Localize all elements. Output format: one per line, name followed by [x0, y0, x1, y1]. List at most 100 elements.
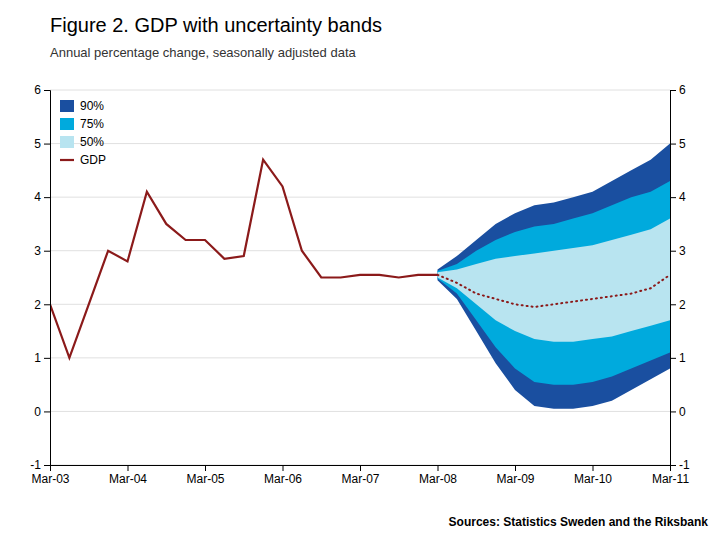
y-tick: 0	[34, 405, 50, 419]
y-tick-label: 3	[34, 244, 41, 258]
y2-tick: 5	[670, 137, 686, 151]
y2-tick-label: 4	[679, 190, 686, 204]
y-tick-label: 1	[34, 351, 41, 365]
legend-label: 90%	[80, 99, 104, 113]
x-tick-label: Mar-05	[186, 472, 224, 486]
y-tick: 5	[34, 137, 50, 151]
y-tick-label: 5	[34, 137, 41, 151]
legend-swatch	[60, 100, 74, 112]
legend-swatch	[60, 118, 74, 130]
legend-label: 75%	[80, 117, 104, 131]
y2-tick-line	[670, 411, 676, 412]
y-tick: -1	[30, 458, 50, 472]
x-tick: Mar-08	[419, 465, 457, 486]
y-tick: 2	[34, 298, 50, 312]
title: Figure 2. GDP with uncertainty bands	[50, 14, 382, 36]
y-tick-line	[44, 358, 50, 359]
y2-tick-line	[670, 251, 676, 252]
legend-swatch	[60, 159, 74, 161]
y2-tick-label: 0	[679, 405, 686, 419]
y-tick-line	[44, 144, 50, 145]
x-tick-label: Mar-04	[109, 472, 147, 486]
grid-line	[50, 143, 670, 144]
x-tick: Mar-04	[109, 465, 147, 486]
forecast-line	[438, 275, 671, 307]
data-marks	[50, 144, 670, 409]
band-area	[438, 144, 671, 409]
legend-label: GDP	[80, 153, 106, 167]
x-tick-label: Mar-09	[496, 472, 534, 486]
x-tick-label: Mar-07	[341, 472, 379, 486]
band-area	[438, 181, 671, 385]
y2-tick-line	[670, 197, 676, 198]
y-tick-line	[44, 251, 50, 252]
legend-item: 50%	[60, 135, 104, 149]
y2-tick-label: 1	[679, 351, 686, 365]
y-tick-label: 4	[34, 190, 41, 204]
y2-tick-line	[670, 90, 676, 91]
x-tick-line	[360, 465, 361, 471]
legend-item: 90%	[60, 99, 104, 113]
y2-axis: -1 0 1 2 3 4 5 6	[670, 83, 690, 472]
y2-tick: 0	[670, 405, 686, 419]
x-tick-label: Mar-11	[652, 472, 689, 486]
grid-line	[50, 411, 670, 412]
grid-line	[50, 90, 670, 91]
y-tick-label: 6	[34, 83, 41, 97]
plot-area: Mar-03Mar-04Mar-05Mar-06Mar-07Mar-08Mar-…	[30, 83, 690, 485]
chart-svg: Figure 2. GDP with uncertainty bands Annu…	[0, 0, 720, 540]
axis-domain	[51, 466, 671, 472]
axis-domain	[671, 91, 677, 466]
x-tick-line	[593, 465, 594, 471]
x-tick: Mar-10	[574, 465, 612, 486]
y-axis: -1 0 1 2 3 4 5 6	[30, 83, 50, 472]
y2-tick-line	[670, 465, 676, 466]
y2-tick: 3	[670, 244, 686, 258]
legend-label: 50%	[80, 135, 104, 149]
y2-tick-label: 5	[679, 137, 686, 151]
x-tick-line	[205, 465, 206, 471]
x-tick-label: Mar-10	[574, 472, 612, 486]
x-tick: Mar-09	[496, 465, 534, 486]
y2-tick-label: 3	[679, 244, 686, 258]
legend-item: 75%	[60, 117, 104, 131]
y2-tick-line	[670, 358, 676, 359]
band-area	[438, 219, 671, 342]
grid	[50, 90, 670, 465]
source-note: Sources: Statistics Sweden and the Riksb…	[449, 515, 709, 529]
x-tick-line	[283, 465, 284, 471]
legend-swatch	[60, 136, 74, 148]
y-tick-line	[44, 411, 50, 412]
legend: 90% 75% 50% GDP	[60, 99, 106, 167]
x-tick-label: Mar-08	[419, 472, 457, 486]
y-tick: 1	[34, 351, 50, 365]
y-tick: 4	[34, 190, 50, 204]
x-tick: Mar-07	[341, 465, 379, 486]
x-tick-label: Mar-06	[264, 472, 302, 486]
y2-tick-line	[670, 304, 676, 305]
y-tick-label: -1	[30, 458, 41, 472]
x-tick: Mar-05	[186, 465, 224, 486]
y2-tick-label: 6	[679, 83, 686, 97]
y2-tick: 2	[670, 298, 686, 312]
y2-tick: 4	[670, 190, 686, 204]
legend-item: GDP	[60, 153, 106, 167]
chart-container: Figure 2. GDP with uncertainty bands Annu…	[0, 0, 720, 540]
series-line	[50, 160, 438, 358]
x-tick-line	[515, 465, 516, 471]
x-tick-line	[438, 465, 439, 471]
y2-tick-label: -1	[679, 458, 690, 472]
y-tick: 3	[34, 244, 50, 258]
y-tick-label: 0	[34, 405, 41, 419]
y2-tick: 6	[670, 83, 686, 97]
y-tick-line	[44, 197, 50, 198]
y-tick-line	[44, 465, 50, 466]
y2-tick-label: 2	[679, 298, 686, 312]
axis-domain	[44, 91, 51, 466]
y2-tick: -1	[670, 458, 690, 472]
y2-tick-line	[670, 144, 676, 145]
x-tick: Mar-06	[264, 465, 302, 486]
subtitle: Annual percentage change, seasonally adj…	[50, 45, 356, 60]
y-tick: 6	[34, 83, 50, 97]
x-tick-line	[128, 465, 129, 471]
